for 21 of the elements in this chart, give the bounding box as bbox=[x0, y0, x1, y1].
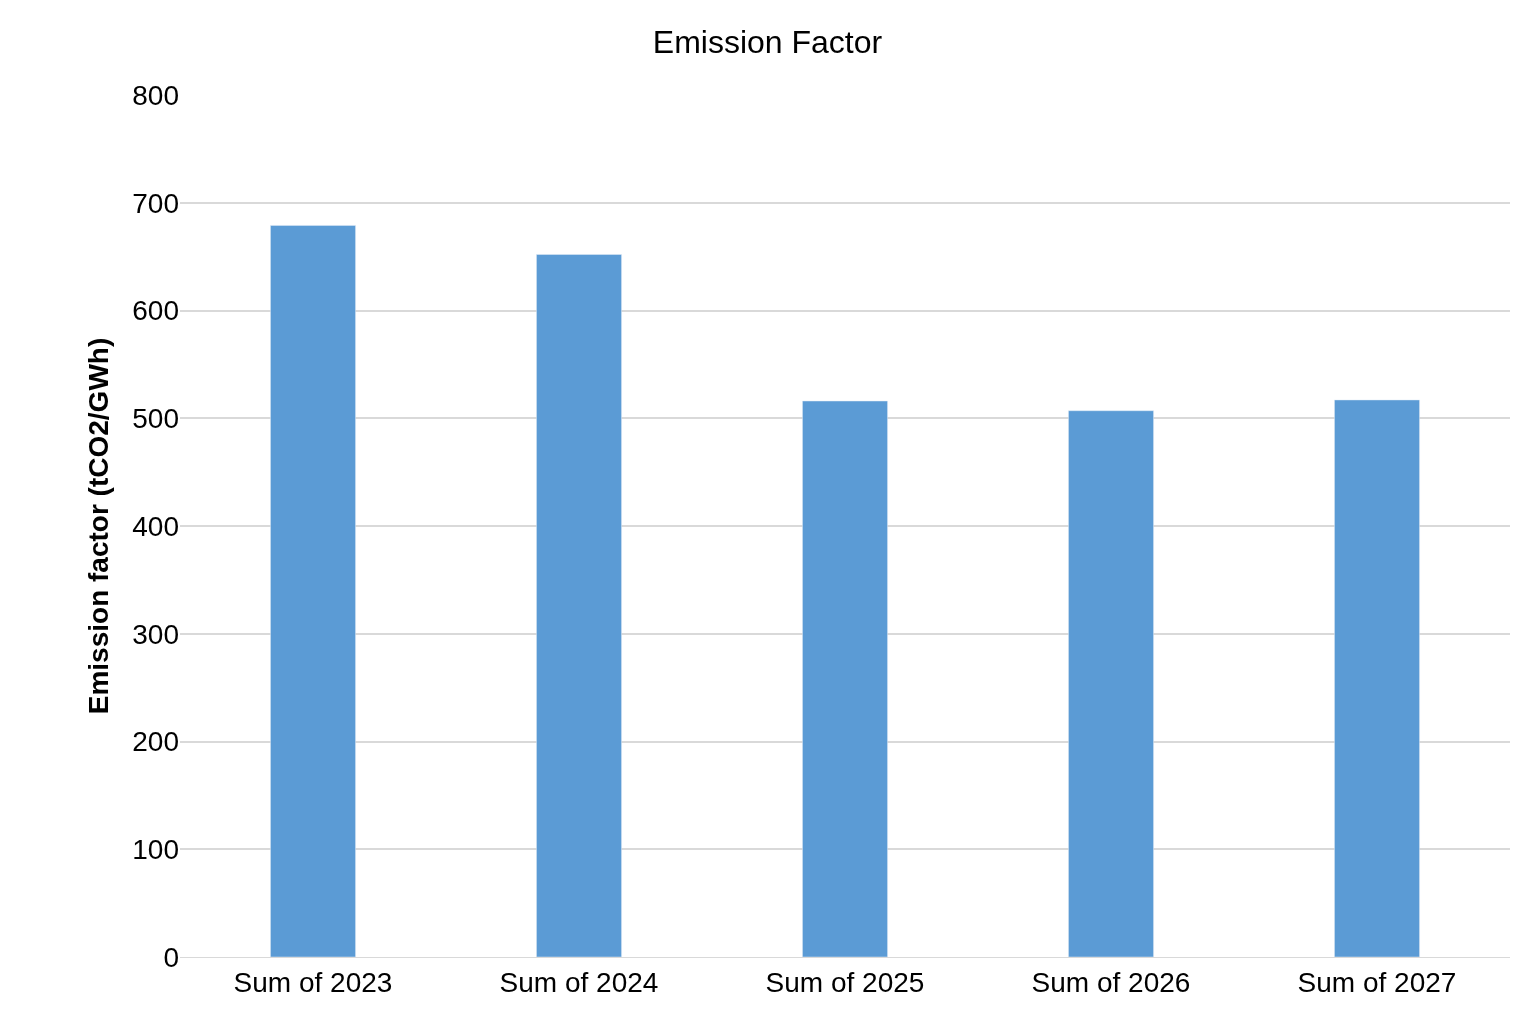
bar bbox=[802, 400, 888, 957]
x-tick-label: Sum of 2027 bbox=[1297, 966, 1457, 998]
bar bbox=[1334, 399, 1420, 957]
y-tick-label: 400 bbox=[132, 510, 179, 542]
x-tick-label: Sum of 2024 bbox=[499, 966, 659, 998]
y-axis-title: Emission factor (tCO2/GWh) bbox=[82, 337, 114, 715]
y-tick-label: 600 bbox=[132, 295, 179, 327]
bar bbox=[270, 225, 356, 957]
y-tick-label: 100 bbox=[132, 834, 179, 866]
chart-title: Emission Factor bbox=[652, 24, 883, 61]
y-tick-label: 800 bbox=[132, 79, 179, 111]
x-tick-label: Sum of 2025 bbox=[765, 966, 925, 998]
y-tick-label: 500 bbox=[132, 403, 179, 435]
y-tick-label: 200 bbox=[132, 726, 179, 758]
y-tick-label: 300 bbox=[132, 618, 179, 650]
bar bbox=[1068, 410, 1154, 957]
bar bbox=[536, 254, 622, 957]
x-tick-label: Sum of 2023 bbox=[233, 966, 393, 998]
y-tick-label: 0 bbox=[163, 941, 179, 973]
y-tick-label: 700 bbox=[132, 187, 179, 219]
x-tick-label: Sum of 2026 bbox=[1031, 966, 1191, 998]
